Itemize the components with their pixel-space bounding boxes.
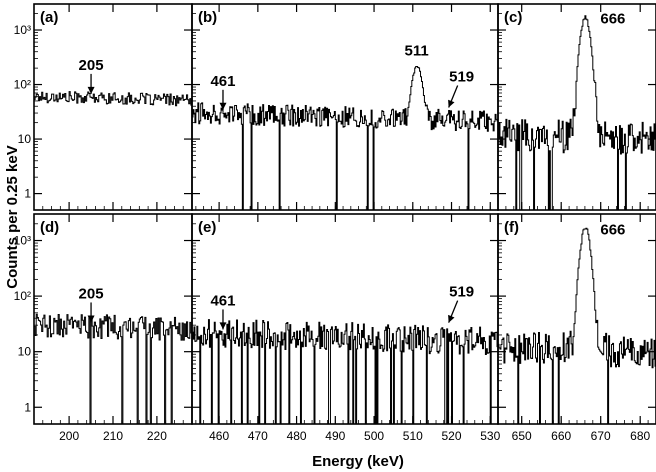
x-axis-label: Energy (keV) [312,453,404,470]
annotation-519: 519 [449,68,474,85]
panel-f: 650 660 670 680 (f) 666 [497,213,656,443]
y-tick-label: 1 [24,187,31,201]
spectrum-line [34,91,192,107]
annotation-511: 511 [405,43,429,60]
panel-b: (b) 461 511 519 [191,3,499,211]
x-tick-label: 470 [248,429,268,443]
annotation-arrowhead [219,102,227,110]
x-tick-label: 210 [103,429,123,443]
spectrum-line [498,15,656,210]
spectrum-line [192,65,498,210]
panel-label: (c) [504,9,522,26]
annotation-666: 666 [600,221,625,238]
x-tick-label: 670 [591,429,611,443]
annotation-arrowhead [219,322,227,330]
y-tick-label: 10 [18,132,32,146]
annotation-205: 205 [79,57,104,74]
y-axis-label: Counts per 0.25 keV [4,145,21,288]
annotation-205: 205 [79,285,104,302]
y-tick-label: 10 [18,345,32,359]
panel-label: (b) [198,9,217,26]
panel-label: (e) [198,219,216,236]
x-tick-label: 490 [325,429,345,443]
x-tick-label: 460 [209,429,229,443]
panel-c: (c) 666 [497,3,656,211]
panel-label: (d) [40,219,59,236]
y-tick-label: 10³ [14,234,31,248]
annotation-519: 519 [449,284,474,301]
x-tick-label: 530 [480,429,500,443]
annotation-666: 666 [600,10,625,27]
panel-d: 1 10 10² 10³ 200 210 220 (d) 205 [14,213,193,443]
y-tick-label: 10² [14,78,31,92]
panel-label: (a) [40,9,58,26]
x-tick-label: 650 [512,429,532,443]
annotation-arrowhead [448,314,455,323]
annotation-arrowhead [87,315,95,323]
annotation-461: 461 [210,73,235,90]
x-tick-label: 200 [59,429,79,443]
x-tick-label: 510 [403,429,423,443]
panel-frame [33,3,193,211]
panel-frame [497,213,656,425]
annotation-arrowhead [87,86,95,94]
spectrum-line [192,319,498,424]
x-tick-label: 660 [551,429,571,443]
x-tick-label: 480 [287,429,307,443]
x-tick-label: 220 [147,429,167,443]
annotation-arrowhead [448,99,455,108]
y-tick-label: 10² [14,289,31,303]
panel-e: 460 470 480 490 500 510 520 530 (e) 461 519 [191,213,501,443]
spectrum-line [498,227,656,424]
x-tick-label: 520 [442,429,462,443]
x-tick-label: 680 [630,429,650,443]
panel-label: (f) [504,219,519,236]
annotation-461: 461 [210,292,235,309]
x-tick-label: 500 [364,429,384,443]
y-tick-label: 1 [24,400,31,414]
panel-a: 1 10 10² 10³ (a) 205 [14,3,193,211]
spectrum-line [34,313,192,424]
y-tick-label: 10³ [14,23,31,37]
